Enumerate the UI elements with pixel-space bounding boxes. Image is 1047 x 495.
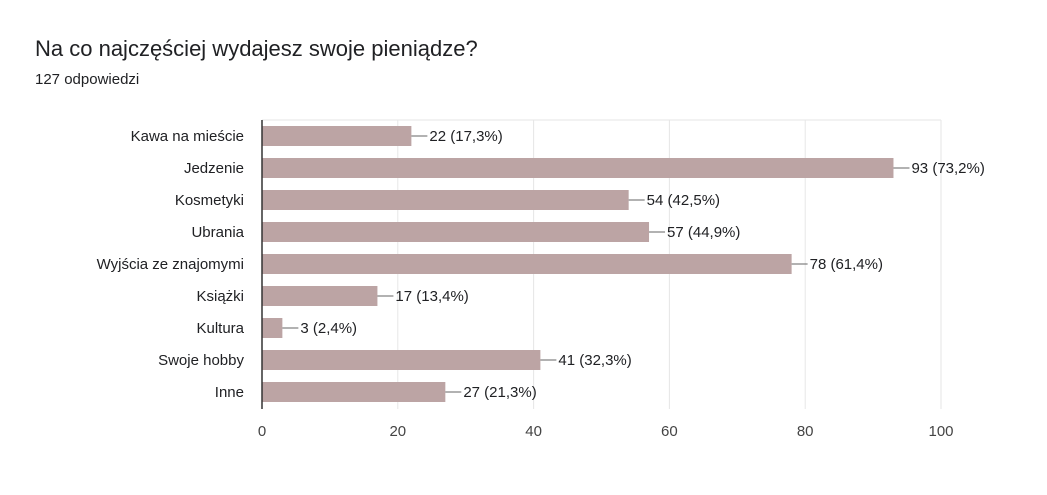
category-label-3: Ubrania xyxy=(191,224,244,241)
category-label-4: Wyjścia ze znajomymi xyxy=(97,256,244,273)
data-label-8: 27 (21,3%) xyxy=(463,384,536,401)
response-count: 127 odpowiedzi xyxy=(35,71,140,88)
category-label-2: Kosmetyki xyxy=(175,192,244,209)
category-label-6: Kultura xyxy=(196,320,244,337)
bar-4 xyxy=(262,254,792,274)
category-label-1: Jedzenie xyxy=(184,160,244,177)
x-tick-label-1: 20 xyxy=(389,423,406,440)
data-label-4: 78 (61,4%) xyxy=(810,256,883,273)
data-label-3: 57 (44,9%) xyxy=(667,224,740,241)
bar-2 xyxy=(262,190,629,210)
data-label-0: 22 (17,3%) xyxy=(429,128,502,145)
category-label-7: Swoje hobby xyxy=(158,352,244,369)
data-label-7: 41 (32,3%) xyxy=(558,352,631,369)
data-label-6: 3 (2,4%) xyxy=(300,320,357,337)
category-label-8: Inne xyxy=(215,384,244,401)
bar-5 xyxy=(262,286,378,306)
x-tick-label-4: 80 xyxy=(797,423,814,440)
x-tick-label-2: 40 xyxy=(525,423,542,440)
chart-title: Na co najczęściej wydajesz swoje pieniąd… xyxy=(35,36,478,61)
data-label-5: 17 (13,4%) xyxy=(395,288,468,305)
x-tick-label-3: 60 xyxy=(661,423,678,440)
bar-6 xyxy=(262,318,283,338)
x-tick-label-5: 100 xyxy=(928,423,953,440)
category-label-5: Książki xyxy=(196,288,244,305)
bar-0 xyxy=(262,126,412,146)
x-tick-label-0: 0 xyxy=(258,423,266,440)
bar-8 xyxy=(262,382,446,402)
category-label-0: Kawa na mieście xyxy=(131,128,244,145)
bar-1 xyxy=(262,158,894,178)
data-label-1: 93 (73,2%) xyxy=(911,160,984,177)
bar-7 xyxy=(262,350,541,370)
bar-3 xyxy=(262,222,650,242)
data-label-2: 54 (42,5%) xyxy=(647,192,720,209)
